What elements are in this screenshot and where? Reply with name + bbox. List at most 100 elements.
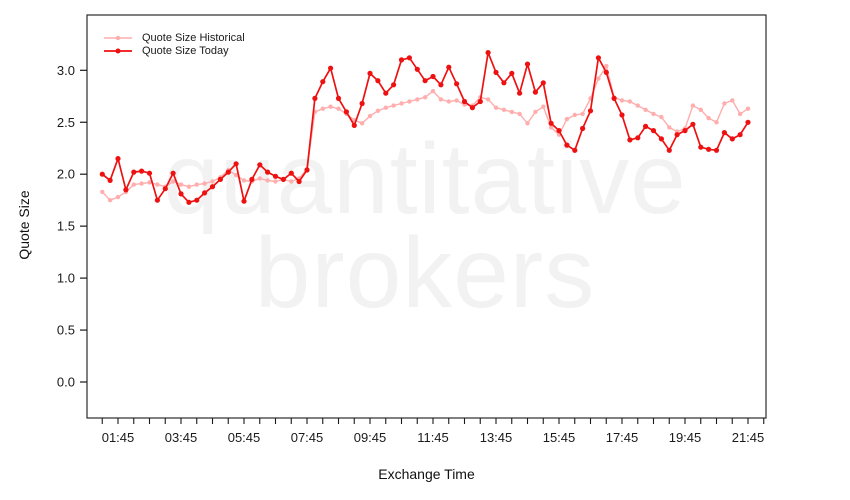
series-historical-point <box>336 106 341 111</box>
series-historical-point <box>210 179 215 184</box>
series-historical-point <box>493 105 499 110</box>
series-today-point <box>146 170 153 176</box>
series-historical-point <box>407 99 412 104</box>
series-historical-point <box>745 106 751 111</box>
series-today-point <box>406 55 412 61</box>
series-historical-point <box>572 112 577 118</box>
series-today-point <box>729 136 735 142</box>
series-historical-point <box>454 98 459 103</box>
series-today-point <box>674 132 680 138</box>
series-historical-point <box>706 115 711 121</box>
series-historical-point <box>170 179 176 184</box>
series-historical-point <box>509 109 514 115</box>
x-tick-label: 05:45 <box>228 430 261 445</box>
series-today-point <box>186 199 192 205</box>
series-today-point <box>737 132 743 138</box>
series-historical-point <box>139 181 144 186</box>
series-historical-point <box>596 76 601 81</box>
series-today-point <box>383 90 389 96</box>
y-tick-label: 1.5 <box>57 219 75 234</box>
series-historical-point <box>635 103 640 108</box>
series-today-point <box>666 147 672 153</box>
series-historical-point <box>391 103 396 108</box>
series-historical-point <box>604 63 609 69</box>
series-today-point <box>587 108 594 114</box>
legend-item-historical: Quote Size Historical <box>103 31 245 44</box>
series-today-point <box>351 122 357 128</box>
legend: Quote Size Historical Quote Size Today <box>103 31 245 57</box>
series-historical-point <box>446 99 451 104</box>
x-tick-label: 19:45 <box>669 430 702 445</box>
x-tick-label: 07:45 <box>291 430 324 445</box>
series-historical-point <box>233 173 239 178</box>
series-today-point <box>398 57 405 63</box>
y-tick-label: 3.0 <box>57 63 75 78</box>
series-historical-point <box>155 182 160 187</box>
series-today-point <box>524 61 531 67</box>
series-today-point <box>619 112 625 118</box>
series-historical-point <box>730 98 735 103</box>
series-today-point <box>304 167 310 173</box>
series-today-point <box>643 123 649 129</box>
series-historical-point <box>100 189 105 195</box>
series-today-point <box>603 69 609 75</box>
series-today-point <box>99 171 105 177</box>
series-today-point <box>611 95 617 101</box>
series-historical-point <box>399 101 404 106</box>
x-tick-label: 15:45 <box>543 430 576 445</box>
series-today-point <box>532 89 539 95</box>
series-historical-point <box>533 109 538 115</box>
today-line-icon <box>104 48 132 53</box>
series-today-point <box>280 176 286 182</box>
series-historical-point <box>501 107 507 113</box>
series-today-point <box>335 95 342 101</box>
y-tick-label: 2.5 <box>57 115 75 130</box>
series-historical-point <box>273 179 278 184</box>
series-historical-point <box>415 97 420 102</box>
series-today-point <box>139 168 145 174</box>
series-historical-point <box>115 194 121 200</box>
x-axis-title: Exchange Time <box>378 466 475 482</box>
series-historical-point <box>375 108 381 114</box>
series-historical-point <box>564 116 570 122</box>
series-today-point <box>493 69 499 75</box>
series-historical-point <box>422 95 428 100</box>
series-today-point <box>454 81 460 87</box>
series-historical-point <box>289 179 294 184</box>
historical-line-icon <box>104 35 132 40</box>
series-today-point <box>375 78 381 84</box>
series-historical-point <box>359 121 365 126</box>
series-today-point <box>107 177 113 183</box>
series-historical-point <box>257 176 262 181</box>
series-historical-point <box>178 182 184 187</box>
series-today-point <box>509 70 515 76</box>
series-historical-point <box>107 198 113 203</box>
watermark: quantitative brokers <box>163 129 686 323</box>
series-today-point <box>296 178 302 185</box>
x-tick-label: 11:45 <box>417 430 449 445</box>
series-today-point <box>320 79 326 85</box>
series-today-point <box>650 128 657 134</box>
series-today-point <box>178 191 184 197</box>
legend-label-today: Quote Size Today <box>142 44 229 57</box>
series-today-point <box>391 82 397 88</box>
series-historical-point <box>194 182 199 187</box>
x-tick-label: 09:45 <box>354 430 387 445</box>
series-today-point <box>202 190 208 196</box>
series-today-point <box>170 170 176 176</box>
series-historical-point <box>619 98 625 103</box>
series-today-point <box>658 136 665 142</box>
series-historical-point <box>580 111 585 117</box>
series-today-point <box>225 169 231 175</box>
series-today-point <box>556 128 562 134</box>
series-today-point <box>288 170 294 176</box>
series-today-point <box>257 162 263 168</box>
series-today-point <box>690 121 696 127</box>
series-historical-point <box>438 97 444 102</box>
series-historical-point <box>722 101 727 106</box>
series-historical-point <box>430 88 436 94</box>
series-today-point <box>233 161 239 167</box>
series-today-point <box>343 109 349 115</box>
